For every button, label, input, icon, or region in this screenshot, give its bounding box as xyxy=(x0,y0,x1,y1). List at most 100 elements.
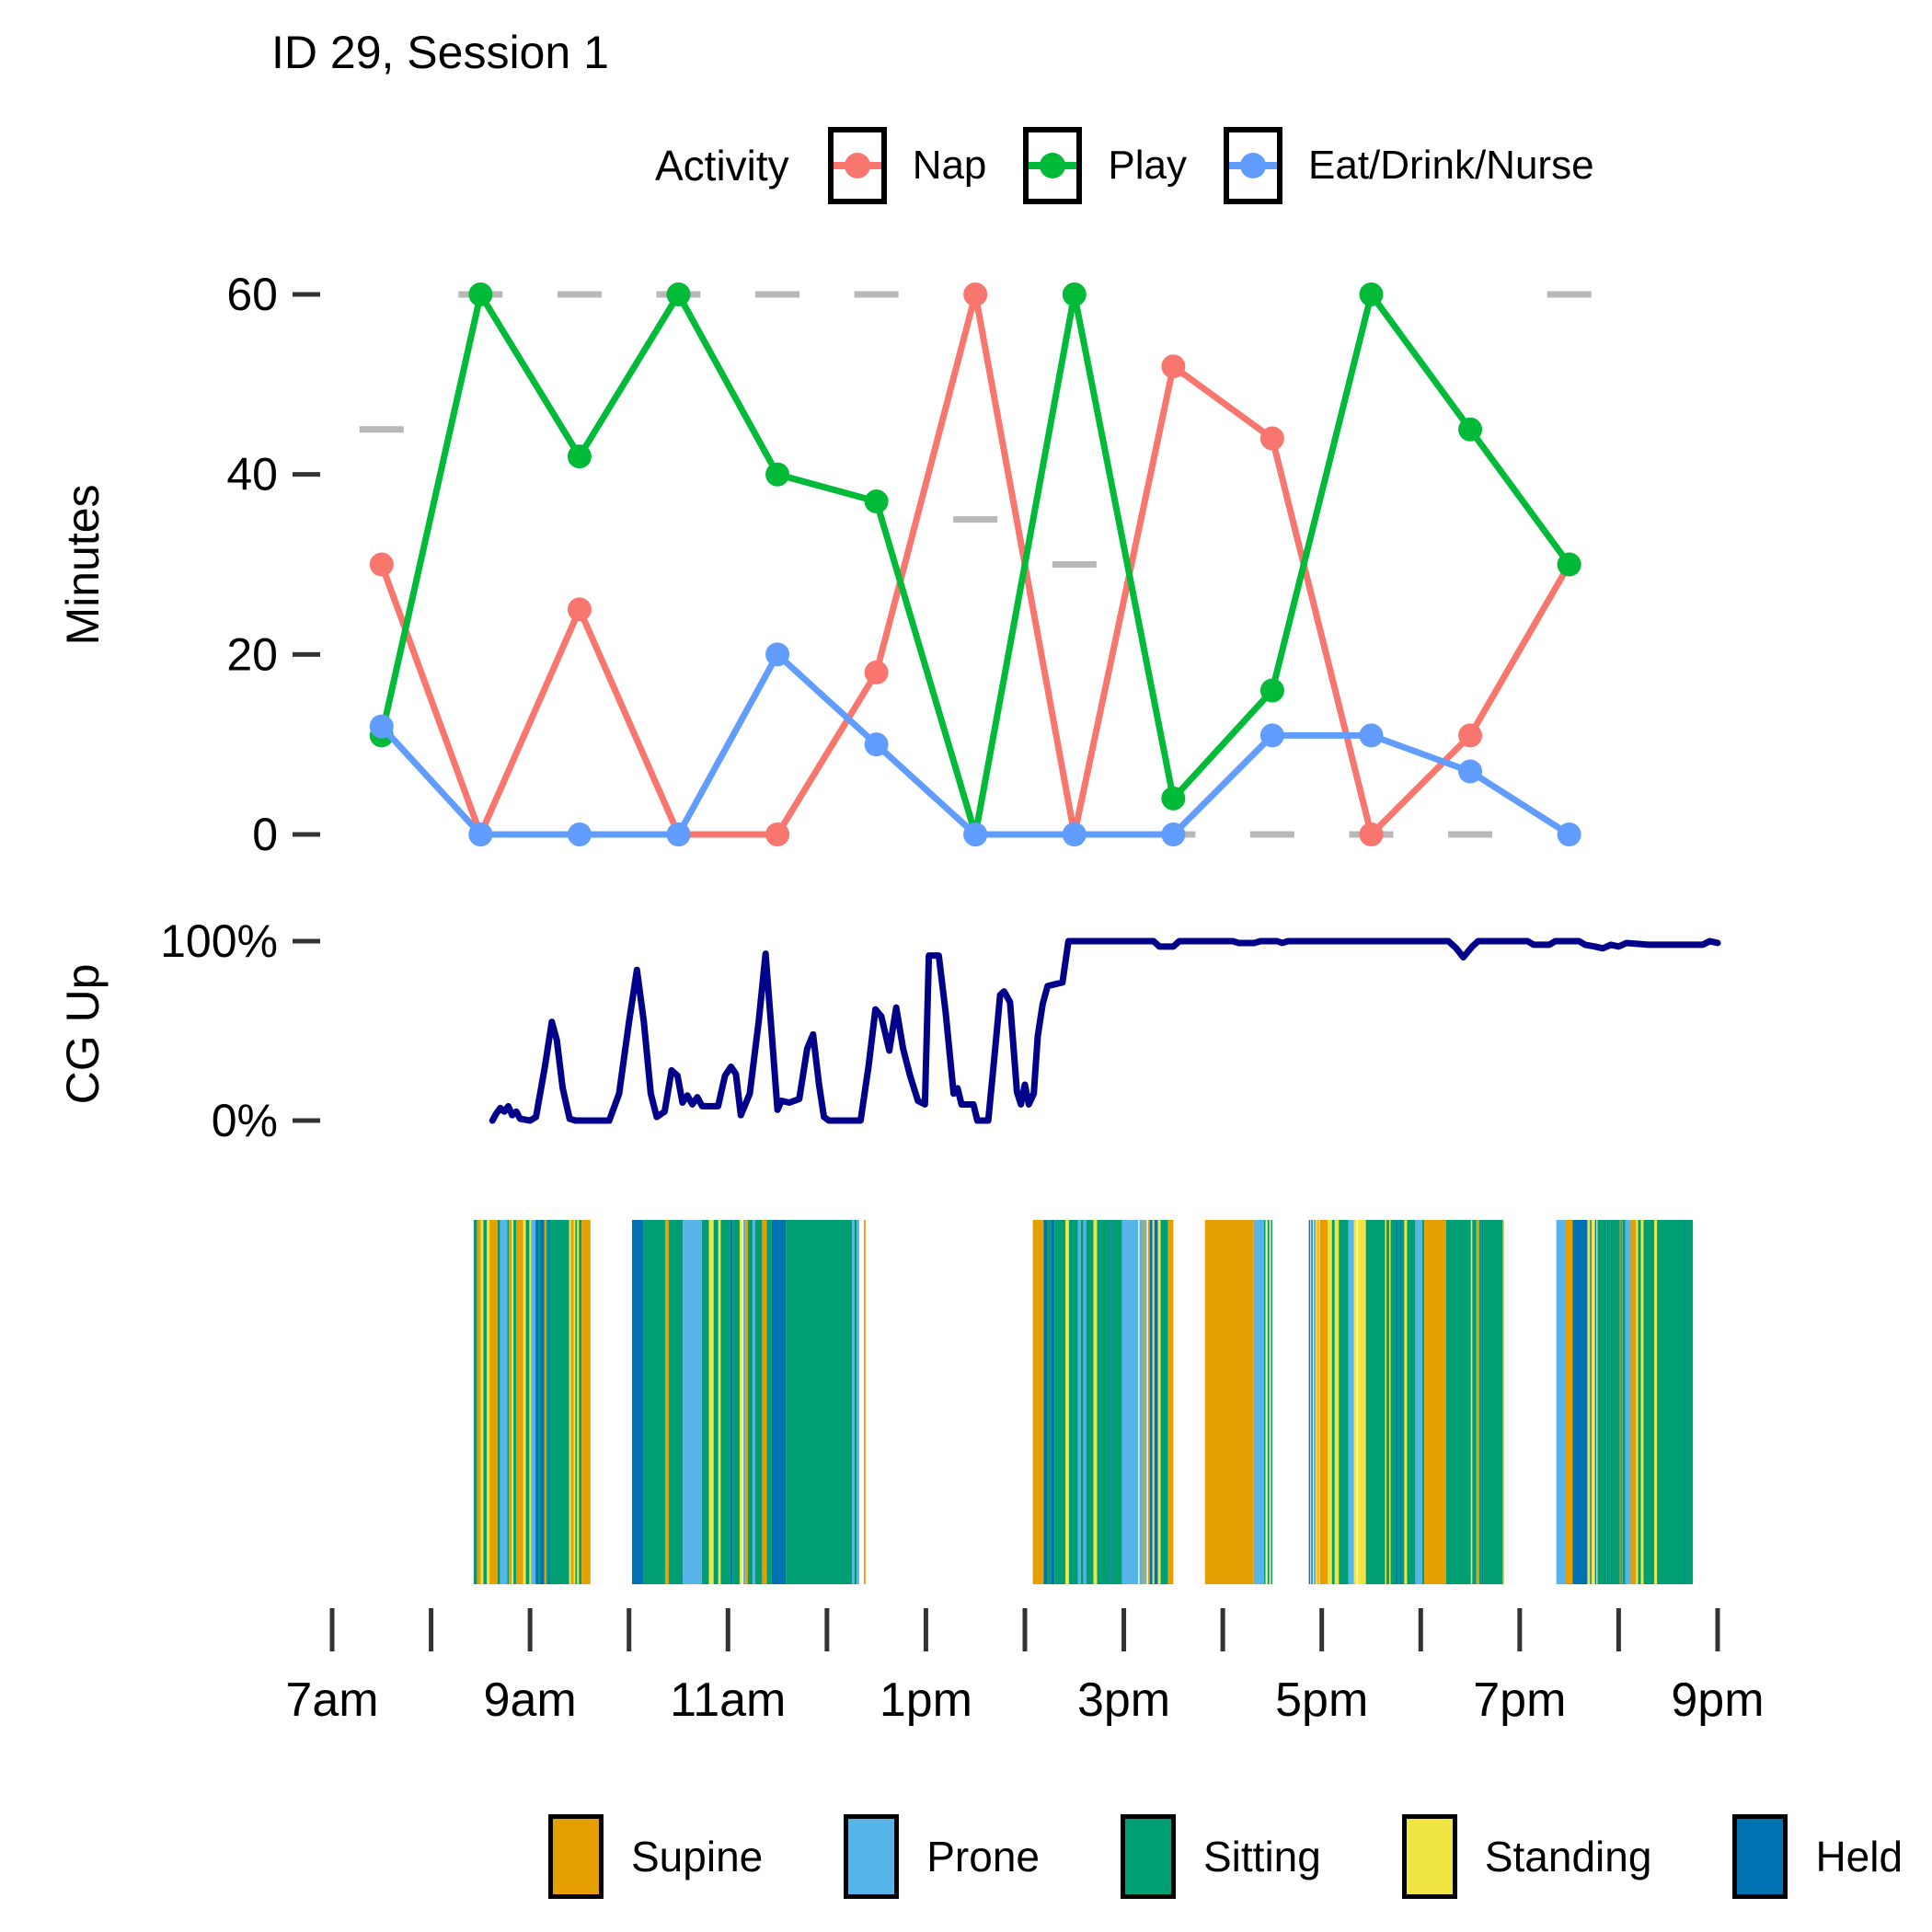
posture-segment-standing xyxy=(487,1220,490,1584)
posture-legend: Supine Prone Sitting Standing Held xyxy=(548,1814,1903,1899)
x-tick-label: 9am xyxy=(484,1673,577,1727)
posture-segment-standing xyxy=(512,1220,514,1584)
minutes-y-tick-label: 0 xyxy=(252,809,278,860)
posture-segment-sitting xyxy=(747,1220,753,1584)
posture-segment-supine xyxy=(1167,1220,1174,1584)
posture-segment-held xyxy=(631,1220,644,1584)
play-point xyxy=(1359,282,1384,307)
posture-segment-standing xyxy=(1157,1220,1161,1584)
posture-segment-prone xyxy=(500,1220,508,1584)
posture-segment-supine xyxy=(477,1220,481,1584)
nap-point xyxy=(1359,822,1384,846)
posture-segment-prone xyxy=(852,1220,855,1584)
posture-segment-held xyxy=(1149,1220,1153,1584)
posture-segment-sitting xyxy=(1339,1220,1349,1584)
legend-label-prone: Prone xyxy=(926,1833,1040,1880)
legend-item-held: Held xyxy=(1732,1814,1903,1899)
posture-segment-held xyxy=(1396,1220,1398,1584)
posture-segment-held xyxy=(1043,1220,1048,1584)
eat-drink-nurse-point xyxy=(1161,822,1186,846)
posture-segment-sitting xyxy=(1331,1220,1335,1584)
observed-dash xyxy=(557,291,602,298)
legend-item-supine: Supine xyxy=(548,1814,763,1899)
posture-segment-standing xyxy=(1591,1220,1594,1584)
posture-segment-sitting xyxy=(1110,1220,1122,1584)
cg-y-axis: 0% 100% xyxy=(160,915,320,1146)
observed-dash xyxy=(755,291,800,298)
posture-segment-sitting xyxy=(1685,1220,1694,1584)
posture-segment-standing xyxy=(718,1220,721,1584)
supine-key-icon xyxy=(548,1814,604,1899)
eat-drink-nurse-point xyxy=(1557,822,1581,846)
posture-segment-sitting xyxy=(1390,1220,1397,1584)
nap-point xyxy=(1161,354,1186,379)
posture-segment-sitting xyxy=(1054,1220,1066,1584)
posture-segment-sitting xyxy=(754,1220,763,1584)
posture-segment-sitting xyxy=(1160,1220,1168,1584)
play-key-dot xyxy=(1040,153,1066,178)
cg-up-series xyxy=(489,937,1721,1124)
posture-segment-sitting xyxy=(1657,1220,1685,1584)
posture-segment-prone xyxy=(742,1220,746,1584)
posture-segment-standing xyxy=(573,1220,576,1584)
play-point xyxy=(1161,786,1186,811)
posture-segment-sitting xyxy=(1421,1220,1425,1584)
posture-segment-prone xyxy=(1625,1220,1631,1584)
sitting-key-icon xyxy=(1120,1814,1176,1899)
posture-segment-sitting xyxy=(513,1220,516,1584)
posture-segment-standing xyxy=(577,1220,580,1584)
posture-segment-held xyxy=(1590,1220,1592,1584)
posture-segment-held xyxy=(1594,1220,1596,1584)
posture-segment-sitting xyxy=(525,1220,530,1584)
posture-segment-supine xyxy=(664,1220,669,1584)
posture-segment-prone xyxy=(1083,1220,1087,1584)
legend-label-sitting: Sitting xyxy=(1202,1833,1321,1880)
play-point xyxy=(1259,678,1284,703)
posture-block xyxy=(1308,1220,1504,1584)
nap-point xyxy=(1259,426,1284,451)
posture-segment-standing xyxy=(523,1220,526,1584)
posture-segment-sitting xyxy=(766,1220,772,1584)
posture-segment-held xyxy=(771,1220,787,1584)
posture-segment-supine xyxy=(1476,1220,1479,1584)
observed-dash xyxy=(1052,561,1097,569)
posture-block xyxy=(1032,1220,1174,1584)
posture-segment-sitting xyxy=(1638,1220,1641,1584)
posture-segment-prone xyxy=(1415,1220,1422,1584)
observed-dash xyxy=(854,291,899,298)
posture-segment-sitting xyxy=(1097,1220,1110,1584)
posture-segment-supine xyxy=(489,1220,498,1584)
posture-segment-prone xyxy=(531,1220,536,1584)
posture-segment-sitting xyxy=(720,1220,730,1584)
posture-segment-supine xyxy=(1565,1220,1573,1584)
play-series xyxy=(369,282,1581,846)
posture-block xyxy=(1204,1220,1272,1584)
play-point xyxy=(1557,552,1581,577)
eat-drink-nurse-point xyxy=(765,642,790,667)
legend-label-eat: Eat/Drink/Nurse xyxy=(1308,143,1594,188)
eat-drink-nurse-point xyxy=(1259,723,1284,748)
posture-segment-standing xyxy=(1266,1220,1268,1584)
posture-segment-supine xyxy=(762,1220,767,1584)
posture-segment-supine xyxy=(1319,1220,1328,1584)
posture-segment-supine xyxy=(1630,1220,1637,1584)
posture-segment-sitting xyxy=(1478,1220,1482,1584)
posture-segment-held xyxy=(1572,1220,1588,1584)
time-x-axis: 7am 9am 11am 1pm 3pm 5pm 7pm 9pm xyxy=(285,1608,1765,1727)
posture-segment-sitting xyxy=(579,1220,582,1584)
posture-segment-sitting xyxy=(473,1220,477,1584)
posture-segment-held xyxy=(539,1220,545,1584)
posture-segment-standing xyxy=(739,1220,742,1584)
posture-segment-held xyxy=(535,1220,539,1584)
nap-key-dot xyxy=(844,153,870,178)
posture-segment-prone xyxy=(1556,1220,1566,1584)
observed-time-dashes xyxy=(359,291,1592,838)
posture-segment-supine xyxy=(1619,1220,1621,1584)
posture-segment-supine xyxy=(515,1220,523,1584)
posture-segment-supine xyxy=(864,1220,866,1584)
x-tick-label: 9pm xyxy=(1671,1673,1764,1727)
observed-dash xyxy=(359,426,404,433)
posture-segment-standing xyxy=(1404,1220,1408,1584)
